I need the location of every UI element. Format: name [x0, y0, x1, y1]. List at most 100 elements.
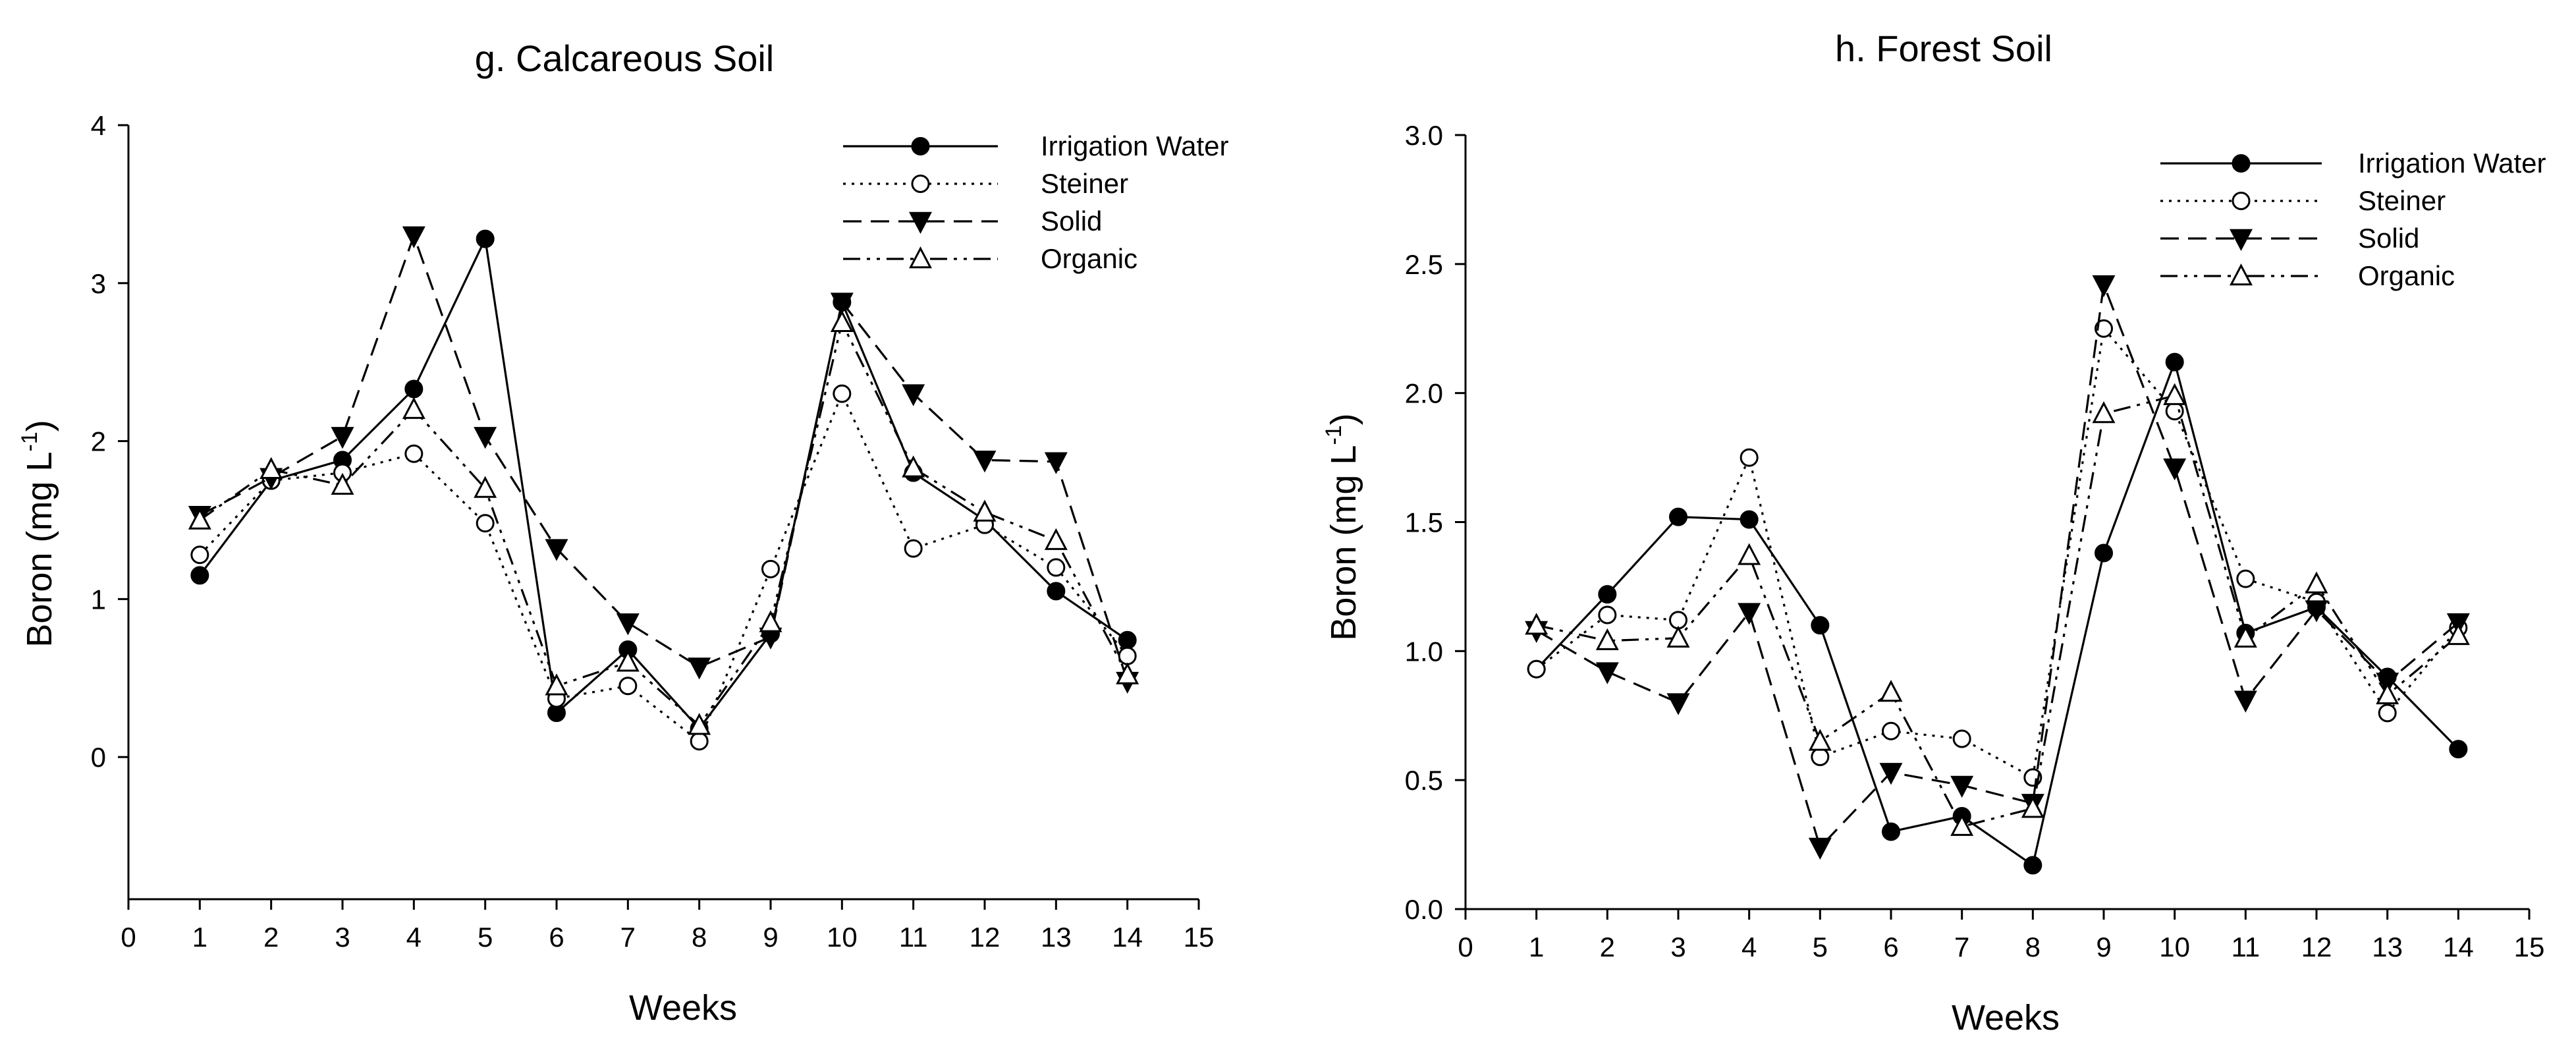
data-point-solid	[973, 451, 997, 473]
y-tick-label: 0.5	[1405, 765, 1443, 796]
x-tick-label: 12	[2301, 931, 2332, 962]
x-tick-label: 7	[620, 922, 636, 953]
data-point-solid	[331, 427, 354, 449]
data-point-organic	[1525, 613, 1548, 635]
data-point-irrigation-water	[404, 379, 424, 399]
data-point-steiner	[2095, 319, 2113, 338]
data-point-irrigation-water	[2095, 543, 2113, 563]
data-point-solid	[1738, 603, 1761, 625]
legend-label-organic: Organic	[2358, 260, 2455, 291]
series-line-steiner	[1535, 326, 2459, 779]
x-tick-label: 5	[478, 922, 493, 953]
data-point-steiner	[904, 539, 923, 558]
data-point-organic	[2233, 625, 2257, 648]
panel-calcareous-soil: g. Calcareous Soil Weeks Boron (mg L-1) …	[17, 38, 1229, 1028]
y-tick-label: 3	[91, 268, 106, 299]
x-tick-label: 7	[1954, 931, 1969, 962]
data-point-organic	[830, 310, 854, 332]
data-point-organic	[973, 499, 997, 522]
legend-marker-irrigation-water	[911, 137, 930, 155]
x-tick-label: 0	[1458, 931, 1473, 962]
legend-label-solid: Solid	[1041, 206, 1102, 236]
y-tick-label: 4	[91, 110, 106, 141]
data-point-steiner	[761, 559, 780, 578]
data-point-organic	[2092, 401, 2116, 424]
data-point-organic	[2376, 682, 2399, 705]
x-tick-label: 8	[2025, 931, 2041, 962]
data-point-irrigation-water	[476, 229, 495, 248]
data-point-organic	[2446, 623, 2470, 646]
legend-marker-steiner	[911, 175, 930, 193]
series-line-irrigation-water	[1535, 358, 2459, 868]
data-point-steiner	[833, 384, 852, 403]
legend-label-steiner: Steiner	[1041, 168, 1128, 199]
data-point-organic	[2163, 383, 2187, 405]
x-tick-label: 4	[406, 922, 422, 953]
x-tick-label: 6	[549, 922, 564, 953]
data-point-organic	[616, 650, 640, 672]
legend-marker-organic	[909, 246, 932, 269]
data-point-irrigation-water	[1669, 507, 1687, 526]
data-point-solid	[902, 384, 925, 406]
x-tick-label: 12	[970, 922, 1000, 953]
x-tick-label: 10	[827, 922, 858, 953]
data-point-organic	[188, 507, 211, 530]
data-point-irrigation-water	[1882, 822, 1900, 841]
y-tick-label: 1.5	[1405, 507, 1443, 538]
data-point-steiner	[1118, 646, 1137, 665]
data-point-steiner	[404, 444, 424, 463]
x-tick-label: 5	[1813, 931, 1828, 962]
x-tick-label: 4	[1741, 931, 1757, 962]
data-point-solid	[1044, 452, 1068, 474]
legend-marker-steiner	[2232, 192, 2251, 210]
x-tick-label: 13	[1041, 922, 1072, 953]
y-axis-label-superscript: -1	[17, 431, 42, 451]
y-tick-label: 2	[91, 426, 106, 457]
chart-title: g. Calcareous Soil	[475, 38, 774, 79]
data-point-solid	[2163, 459, 2187, 481]
data-point-irrigation-water	[2449, 740, 2468, 759]
x-tick-label: 1	[1529, 931, 1544, 962]
data-point-organic	[331, 472, 354, 495]
data-point-organic	[1738, 543, 1761, 565]
data-point-solid	[1666, 693, 1690, 715]
legend-marker-solid	[2230, 229, 2253, 251]
x-tick-label: 9	[763, 922, 778, 953]
data-point-irrigation-water	[2165, 352, 2184, 372]
data-point-solid	[688, 657, 711, 680]
y-tick-label: 0	[91, 742, 106, 773]
data-point-solid	[1808, 837, 1832, 860]
y-tick-label: 2.0	[1405, 378, 1443, 409]
data-point-solid	[402, 226, 425, 248]
x-tick-label: 10	[2159, 931, 2190, 962]
data-point-organic	[260, 457, 283, 480]
data-point-organic	[902, 455, 925, 478]
data-point-organic	[474, 476, 497, 498]
data-point-irrigation-water	[1598, 585, 1617, 604]
legend-label-organic: Organic	[1041, 243, 1137, 274]
series-line-organic	[199, 320, 1129, 727]
data-point-irrigation-water	[190, 566, 209, 585]
data-point-organic	[1879, 680, 1903, 702]
legend-label-steiner: Steiner	[2358, 185, 2446, 216]
y-tick-label: 0.0	[1405, 894, 1443, 925]
data-point-steiner	[2236, 569, 2255, 588]
data-point-irrigation-water	[1118, 630, 1137, 650]
x-tick-label: 2	[1600, 931, 1615, 962]
data-point-solid	[2305, 600, 2328, 623]
series-line-solid	[1535, 284, 2459, 850]
data-point-steiner	[1598, 605, 1617, 625]
legend-label-irrigation-water: Irrigation Water	[2358, 148, 2546, 179]
data-point-steiner	[1740, 448, 1759, 467]
data-point-irrigation-water	[2023, 856, 2042, 875]
x-tick-label: 0	[121, 922, 136, 953]
data-point-steiner	[476, 514, 495, 533]
data-point-solid	[1879, 763, 1903, 785]
x-tick-label: 11	[2232, 931, 2261, 962]
legend: Irrigation Water Steiner Solid Organic	[843, 130, 1229, 274]
series-line-irrigation-water	[199, 235, 1128, 731]
